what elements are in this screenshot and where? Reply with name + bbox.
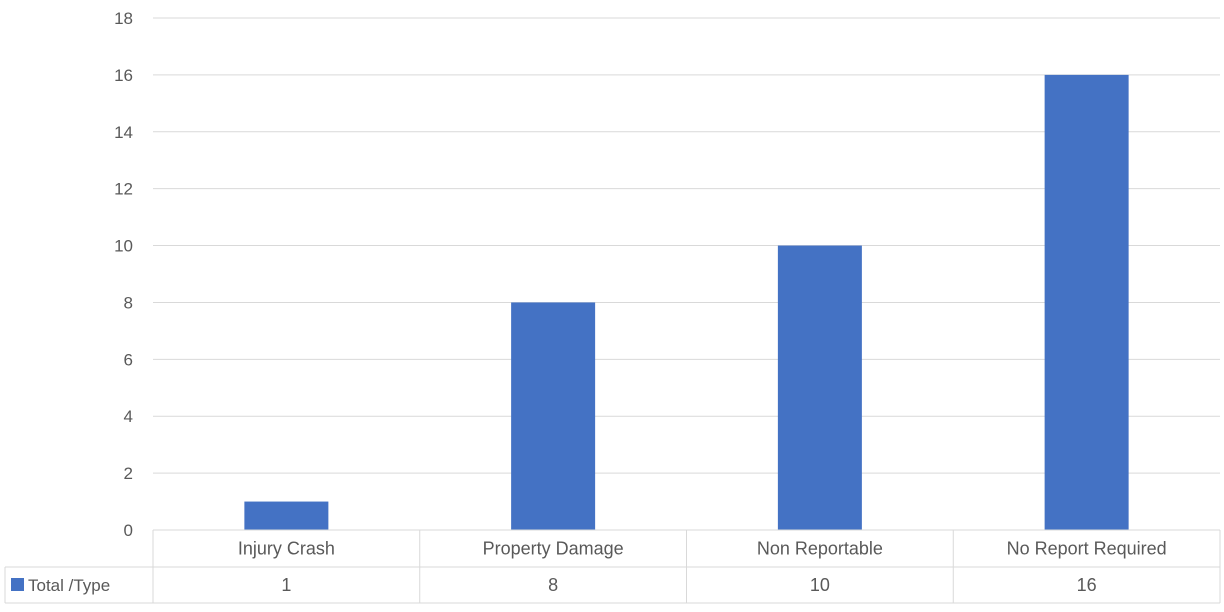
data-table-value: 10 [810, 575, 830, 595]
y-tick-label: 2 [124, 464, 133, 483]
data-table-value: 16 [1077, 575, 1097, 595]
category-label: Property Damage [483, 539, 624, 559]
data-table: Injury Crash 1 Property Damage 8 Non Reporta… [4, 529, 1221, 604]
y-tick-label: 14 [114, 123, 133, 142]
y-tick-label: 12 [114, 180, 133, 199]
data-table-value: 1 [281, 575, 291, 595]
y-tick-label: 4 [124, 407, 133, 426]
category-label: Non Reportable [757, 539, 883, 559]
y-tick-label: 10 [114, 237, 133, 256]
y-tick-label: 6 [124, 350, 133, 369]
bar [1044, 74, 1129, 530]
y-axis-tick-labels: 0 2 4 6 8 10 12 14 16 18 [114, 9, 133, 540]
y-tick-label: 0 [124, 521, 133, 540]
legend-swatch [11, 578, 24, 591]
bar [244, 501, 329, 530]
y-tick-label: 18 [114, 9, 133, 28]
y-tick-label: 16 [114, 66, 133, 85]
data-table-value: 8 [548, 575, 558, 595]
bars [244, 74, 1129, 531]
bar [777, 245, 862, 531]
gridlines [153, 17, 1220, 474]
legend-label: Total /Type [28, 576, 110, 595]
bar [511, 302, 596, 530]
category-label: No Report Required [1007, 539, 1167, 559]
category-label: Injury Crash [238, 539, 335, 559]
y-tick-label: 8 [124, 293, 133, 312]
